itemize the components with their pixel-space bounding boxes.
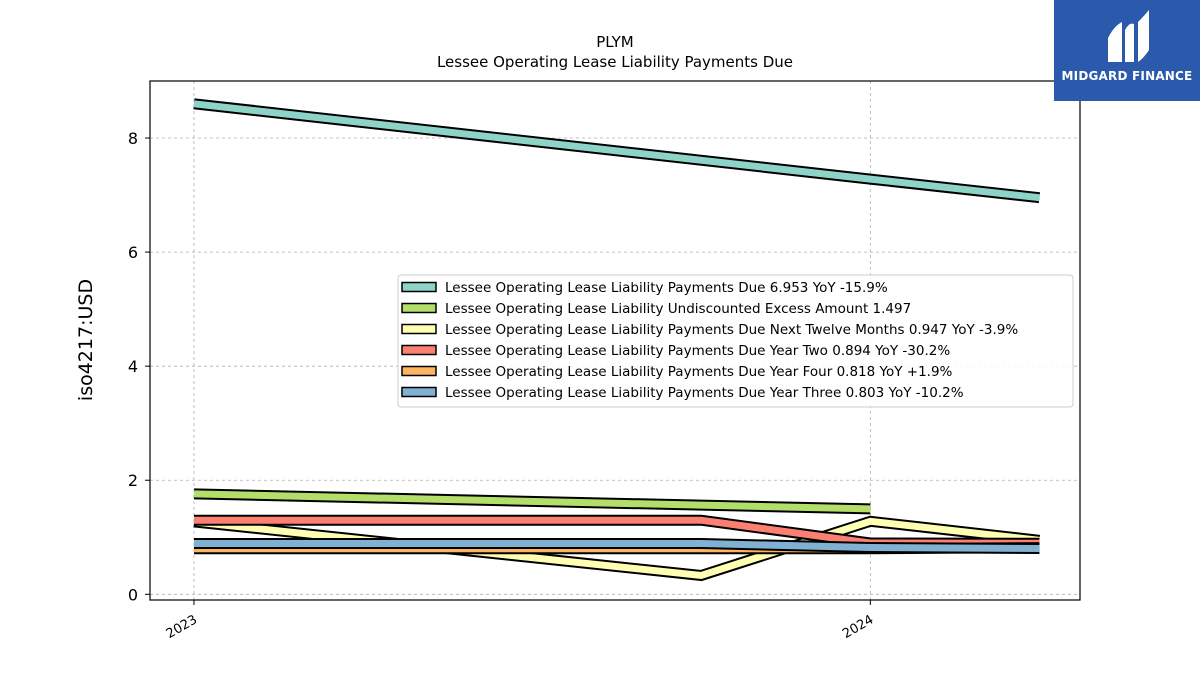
series-line — [193, 488, 871, 515]
legend-swatch — [401, 323, 437, 335]
legend-swatch — [401, 344, 437, 356]
chart-title: PLYM — [596, 33, 634, 51]
legend-label: Lessee Operating Lease Liability Payment… — [445, 343, 950, 359]
legend-item: Lessee Operating Lease Liability Payment… — [401, 322, 1018, 338]
legend-item: Lessee Operating Lease Liability Payment… — [401, 364, 953, 380]
legend-label: Lessee Operating Lease Liability Undisco… — [445, 301, 911, 317]
legend-swatch — [401, 302, 437, 314]
legend-label: Lessee Operating Lease Liability Payment… — [445, 280, 888, 296]
legend-item: Lessee Operating Lease Liability Undisco… — [401, 301, 911, 317]
legend-label: Lessee Operating Lease Liability Payment… — [445, 385, 964, 401]
chart-subtitle: Lessee Operating Lease Liability Payment… — [437, 53, 793, 71]
y-tick-label: 4 — [128, 357, 138, 376]
legend: Lessee Operating Lease Liability Payment… — [397, 274, 1074, 408]
series-line — [193, 98, 1041, 204]
legend-box — [397, 274, 1074, 408]
brand-name: MIDGARD FINANCE — [1061, 69, 1193, 83]
x-tick-label: 2024 — [840, 612, 876, 642]
y-axis-label: iso4217:USD — [75, 279, 97, 401]
plot-frame — [149, 80, 1081, 601]
legend-swatch — [401, 281, 437, 293]
series-line — [194, 538, 1040, 554]
y-tick-label: 0 — [128, 585, 138, 604]
legend-item: Lessee Operating Lease Liability Payment… — [401, 385, 964, 401]
legend-item: Lessee Operating Lease Liability Payment… — [401, 343, 950, 359]
y-tick-label: 2 — [128, 471, 138, 490]
legend-swatch — [401, 386, 437, 398]
y-tick-label: 6 — [128, 243, 138, 262]
legend-label: Lessee Operating Lease Liability Payment… — [445, 322, 1018, 338]
legend-item: Lessee Operating Lease Liability Payment… — [401, 280, 888, 296]
legend-label: Lessee Operating Lease Liability Payment… — [445, 364, 953, 380]
x-tick-label: 2023 — [164, 612, 200, 642]
brand-logo: MIDGARD FINANCE — [1054, 0, 1200, 101]
brand-mark-icon — [1108, 10, 1149, 63]
y-tick-label: 8 — [128, 129, 138, 148]
legend-swatch — [401, 365, 437, 377]
